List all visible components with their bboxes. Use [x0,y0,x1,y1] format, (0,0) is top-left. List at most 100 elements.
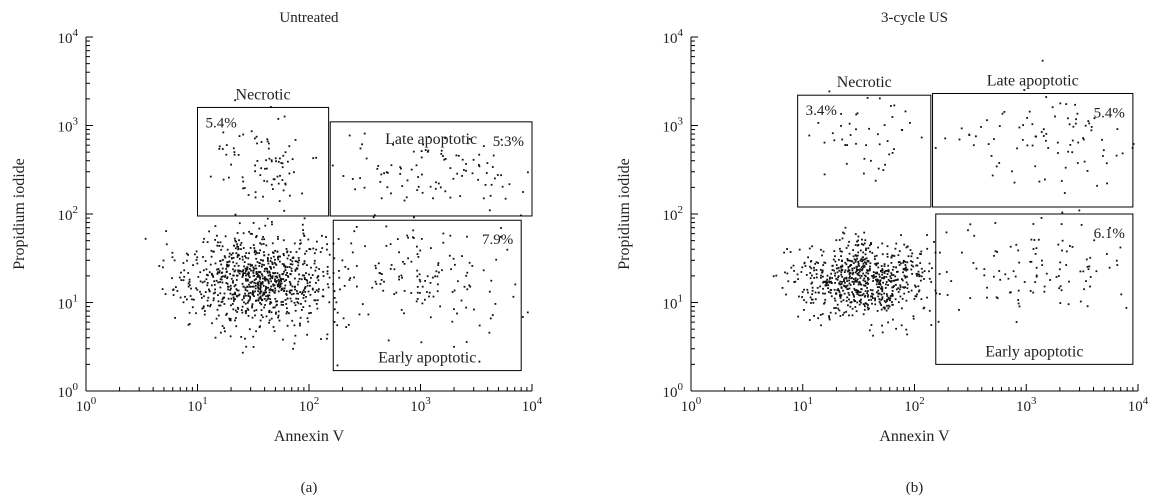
data-point [259,292,262,295]
data-point [314,299,317,302]
data-point [452,177,455,180]
data-point [874,299,876,302]
data-point [864,302,867,304]
data-point [213,280,216,283]
data-point [781,287,784,289]
data-point [841,138,844,141]
data-point [199,290,201,293]
data-point [443,158,446,161]
data-point [205,268,208,271]
data-point [270,257,272,260]
data-point [857,290,859,292]
data-point [281,263,284,265]
data-point [837,266,840,269]
data-point [308,248,311,250]
data-point [878,143,881,146]
data-point [252,244,255,246]
data-point [260,314,263,316]
data-point [247,271,250,274]
data-point [257,293,259,296]
data-point [265,287,268,289]
data-point [407,236,409,239]
data-point [827,291,830,293]
data-point [225,267,228,270]
data-point [858,281,861,283]
data-point [325,236,327,238]
data-point [188,323,191,325]
data-point [1013,181,1016,184]
data-point [854,260,857,263]
data-point [226,264,228,267]
data-point [834,272,837,275]
data-point [437,264,440,266]
data-point [897,301,900,304]
data-point [449,196,452,199]
data-point [903,274,906,277]
data-point [916,264,919,267]
data-point [341,259,344,262]
data-point [339,288,341,291]
data-point [385,225,388,228]
data-point [852,278,855,280]
data-point [1105,162,1108,165]
data-point [1102,149,1105,152]
data-point [825,280,828,283]
data-point [878,300,881,303]
data-point [828,277,831,280]
data-point [253,251,256,254]
data-point [859,249,862,252]
data-point [827,284,830,287]
data-point [867,260,870,263]
data-point [196,262,199,265]
data-point [1067,150,1069,153]
data-point [466,235,468,238]
data-point [969,297,972,299]
data-point [830,280,832,283]
data-point [255,250,257,253]
data-point [826,274,829,277]
data-point [326,243,328,246]
data-point [439,186,442,189]
data-point [841,265,844,268]
data-point [492,154,495,157]
data-point [359,147,362,150]
data-point [286,310,289,313]
data-point [870,295,873,298]
data-point [297,283,299,286]
data-point [461,255,463,257]
data-point [878,286,881,289]
data-point [835,277,838,280]
data-point [283,263,285,266]
data-points [144,99,529,367]
data-point [303,262,306,265]
data-point [848,240,850,243]
data-point [226,277,228,280]
data-point [1075,118,1077,121]
data-point [271,276,274,278]
data-point [920,136,923,139]
data-point [242,285,245,288]
data-point [232,281,234,284]
data-point [273,178,276,181]
data-point [269,277,272,280]
data-point [252,335,255,338]
data-point [1023,89,1026,91]
data-point [898,264,901,266]
data-point [798,295,800,298]
data-point [813,266,815,269]
data-point [268,291,271,294]
data-point [246,268,249,271]
data-point [210,249,213,252]
data-point [375,283,378,285]
data-point [245,312,247,315]
data-point [235,252,238,254]
data-point [817,291,820,294]
data-point [277,310,280,313]
data-point [465,341,468,343]
data-point [1029,290,1032,292]
data-point [207,296,210,299]
data-point [238,269,241,272]
data-point [278,282,280,284]
data-point [326,272,329,275]
data-point [254,196,257,199]
